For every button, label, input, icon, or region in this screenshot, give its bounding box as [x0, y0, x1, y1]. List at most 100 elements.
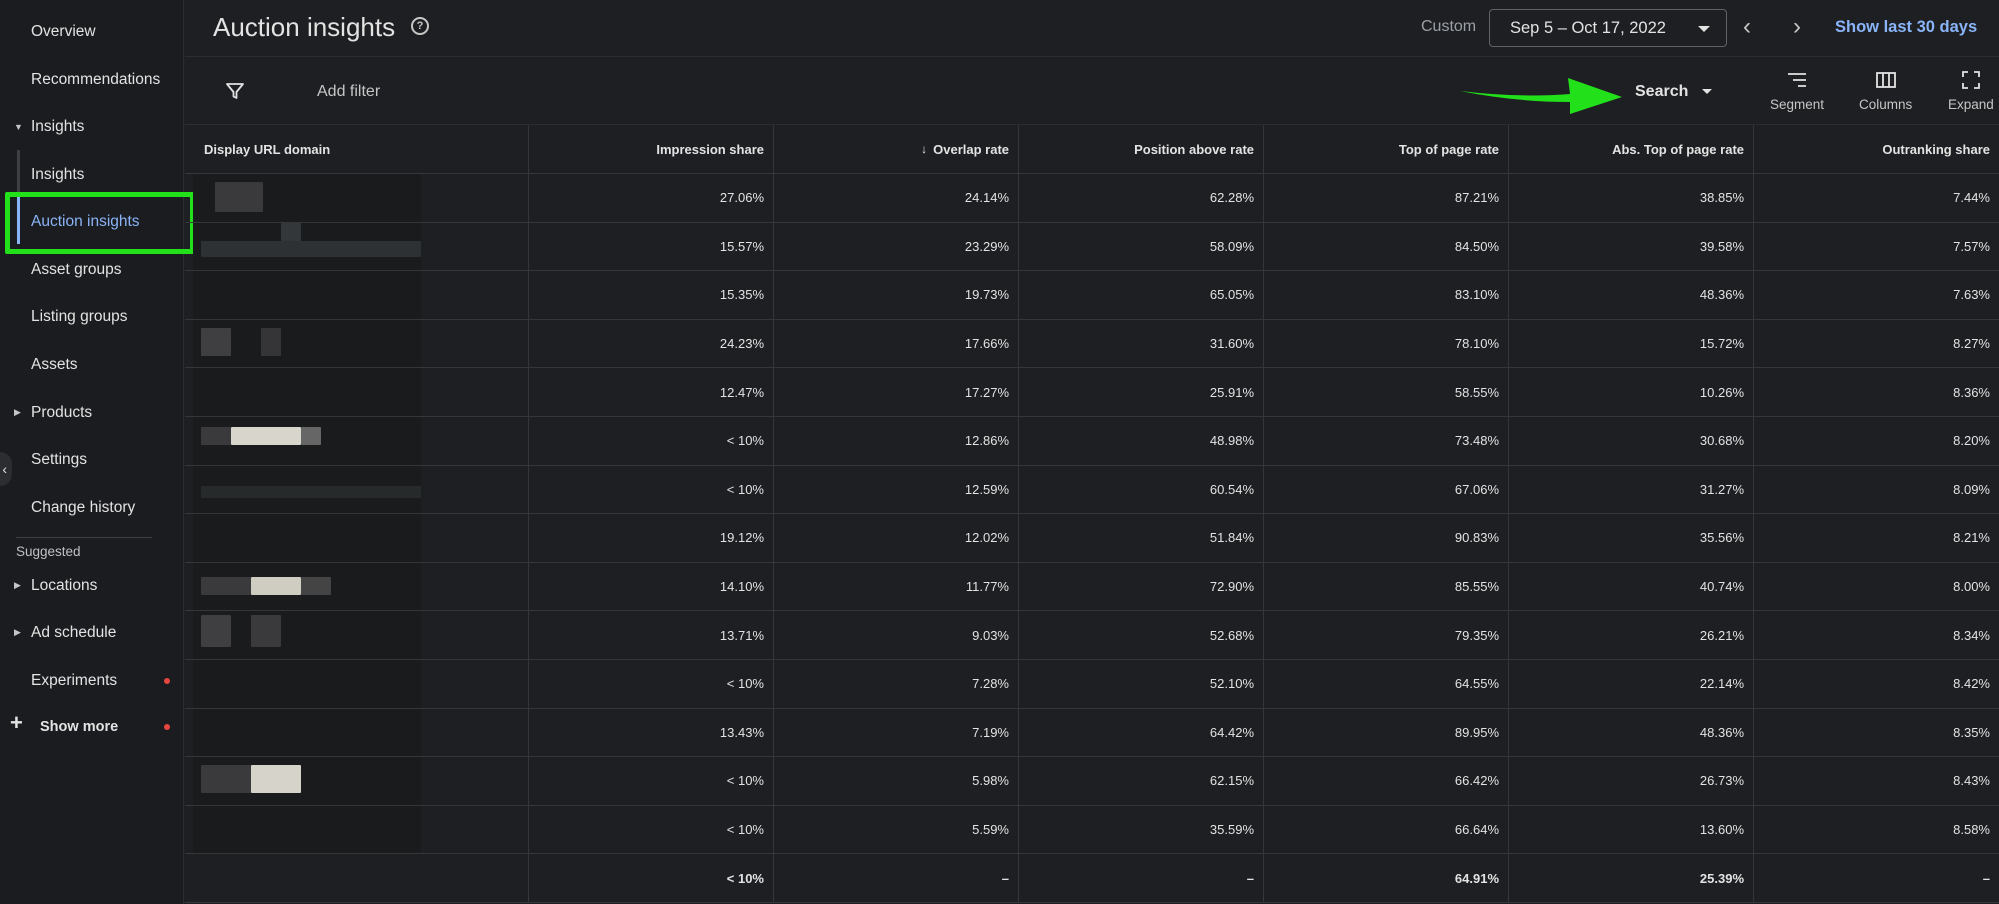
table-cell: 38.85% — [1509, 174, 1754, 222]
column-header-outranking-share[interactable]: Outranking share — [1754, 125, 1999, 173]
domain-cell — [185, 222, 529, 271]
table-cell: – — [1982, 870, 1990, 886]
filter-icon[interactable] — [225, 81, 245, 106]
sidebar-item-listing-groups[interactable]: Listing groups — [0, 293, 184, 340]
column-header-label: Position above rate — [1134, 141, 1254, 157]
columns-button[interactable]: Columns — [1859, 69, 1912, 112]
sidebar-item-insights[interactable]: Insights — [0, 151, 184, 198]
redaction-block — [215, 182, 263, 212]
table-cell: 79.35% — [1264, 611, 1509, 659]
table-cell: 64.42% — [1019, 708, 1264, 757]
redacted-domain — [193, 222, 421, 271]
redaction-block — [231, 427, 301, 445]
column-header-abs-top-of-page-rate[interactable]: Abs. Top of page rate — [1509, 125, 1754, 173]
domain-cell — [185, 562, 529, 611]
redacted-domain — [193, 514, 421, 562]
redaction-block — [201, 240, 421, 257]
redacted-domain — [193, 660, 421, 708]
segment-label: Segment — [1770, 97, 1825, 112]
notification-dot — [164, 723, 170, 730]
table-row: 27.06% 24.14% 62.28% 87.21% 38.85% 7.44% — [185, 174, 1999, 223]
table-cell: 8.00% — [1953, 579, 1990, 595]
sidebar-item-label: Assets — [31, 355, 78, 373]
redaction-block — [261, 327, 281, 356]
domain-cell — [185, 805, 529, 854]
search-network-select[interactable]: Search — [1635, 83, 1713, 101]
next-period-icon[interactable]: › — [1793, 13, 1801, 40]
chevron-left-icon: ‹ — [2, 461, 7, 477]
table-row: < 10% 12.59% 60.54% 67.06% 31.27% 8.09% — [185, 465, 1999, 515]
date-range-type-label: Custom — [1421, 18, 1477, 35]
table-cell: 25.91% — [1019, 368, 1264, 416]
table-cell: – — [774, 854, 1019, 902]
date-range-picker[interactable]: Sep 5 – Oct 17, 2022 — [1489, 9, 1727, 47]
add-filter-button[interactable]: Add filter — [317, 83, 381, 100]
table-cell: 48.98% — [1019, 417, 1264, 465]
table-cell: 64.55% — [1264, 660, 1509, 708]
table-cell: 30.68% — [1509, 417, 1754, 465]
redacted-domain — [193, 417, 421, 465]
table-cell: 85.55% — [1264, 562, 1509, 611]
table-row: 15.57% 23.29% 58.09% 84.50% 39.58% 7.57% — [185, 222, 1999, 272]
column-header-position-above-rate[interactable]: Position above rate — [1019, 125, 1264, 173]
table-cell: 84.50% — [1264, 222, 1509, 271]
show-last-30-days-link[interactable]: Show last 30 days — [1835, 18, 1978, 36]
table-cell: 60.54% — [1019, 465, 1264, 514]
table-cell: 24.23% — [529, 319, 774, 368]
help-icon[interactable]: ? — [411, 17, 429, 35]
table-cell: 23.29% — [774, 222, 1019, 271]
sidebar-item-asset-groups[interactable]: Asset groups — [0, 246, 184, 293]
sidebar-item-ad-schedule[interactable]: ▶ Ad schedule — [0, 609, 184, 656]
redaction-block — [201, 615, 231, 648]
expand-button[interactable]: Expand — [1948, 69, 1994, 112]
suggested-heading: Suggested — [16, 544, 81, 559]
segment-button[interactable]: Segment — [1770, 69, 1824, 112]
sidebar-item-settings[interactable]: Settings — [0, 436, 184, 483]
table-cell: 48.36% — [1509, 271, 1754, 319]
column-header-impression-share[interactable]: Impression share — [529, 125, 774, 173]
redacted-domain — [193, 368, 421, 416]
table-row: < 10% 7.28% 52.10% 64.55% 22.14% 8.42% — [185, 660, 1999, 709]
table-cell: 12.59% — [774, 465, 1019, 514]
sidebar-item-assets[interactable]: Assets — [0, 341, 184, 388]
redaction-block — [301, 427, 321, 445]
sidebar-item-label: Insights — [31, 165, 85, 183]
sidebar-item-products[interactable]: ▶ Products — [0, 389, 184, 436]
table-cell: 67.06% — [1264, 465, 1509, 514]
sidebar-item-recommendations[interactable]: Recommendations — [0, 56, 184, 103]
sort-descending-icon: ↓ — [921, 142, 928, 156]
show-more-button[interactable]: + Show more — [0, 703, 184, 750]
table-cell: 11.77% — [774, 562, 1019, 611]
table-cell: 25.39% — [1509, 854, 1754, 902]
column-header-domain[interactable]: Display URL domain — [185, 125, 529, 173]
sidebar-item-change-history[interactable]: Change history — [0, 484, 184, 531]
table-cell: 39.58% — [1509, 222, 1754, 271]
column-header-label: Outranking share — [1882, 141, 1990, 157]
table-cell: 58.55% — [1264, 368, 1509, 416]
table-cell: < 10% — [529, 757, 774, 805]
column-header-top-of-page-rate[interactable]: Top of page rate — [1264, 125, 1509, 173]
table-cell: 24.14% — [774, 174, 1019, 222]
domain-cell — [185, 708, 529, 757]
table-cell: 8.42% — [1953, 676, 1990, 692]
table-row: 14.10% 11.77% 72.90% 85.55% 40.74% 8.00% — [185, 562, 1999, 612]
redacted-domain — [193, 611, 421, 659]
sidebar-item-label: Experiments — [31, 671, 118, 689]
sidebar-item-overview[interactable]: Overview — [0, 8, 184, 55]
sidebar-item-label: Insights — [31, 117, 85, 135]
collapse-sidebar-button[interactable]: ‹ — [0, 452, 12, 486]
sidebar-item-experiments[interactable]: Experiments — [0, 657, 184, 704]
previous-period-icon[interactable]: ‹ — [1743, 13, 1751, 40]
sidebar-item-auction-insights[interactable]: Auction insights — [0, 198, 184, 245]
domain-cell — [185, 611, 529, 659]
redaction-block — [201, 427, 231, 445]
table-cell: 64.91% — [1264, 854, 1509, 902]
sidebar-item-locations[interactable]: ▶ Locations — [0, 562, 184, 609]
table-cell: 72.90% — [1019, 562, 1264, 611]
table-cell: 52.68% — [1019, 611, 1264, 659]
sidebar-item-insights-group[interactable]: ▼ Insights — [0, 103, 184, 150]
table-cell: 15.72% — [1509, 319, 1754, 368]
column-header-label: Overlap rate — [933, 141, 1009, 157]
domain-cell — [185, 271, 529, 319]
column-header-overlap-rate[interactable]: ↓ Overlap rate — [774, 125, 1019, 173]
